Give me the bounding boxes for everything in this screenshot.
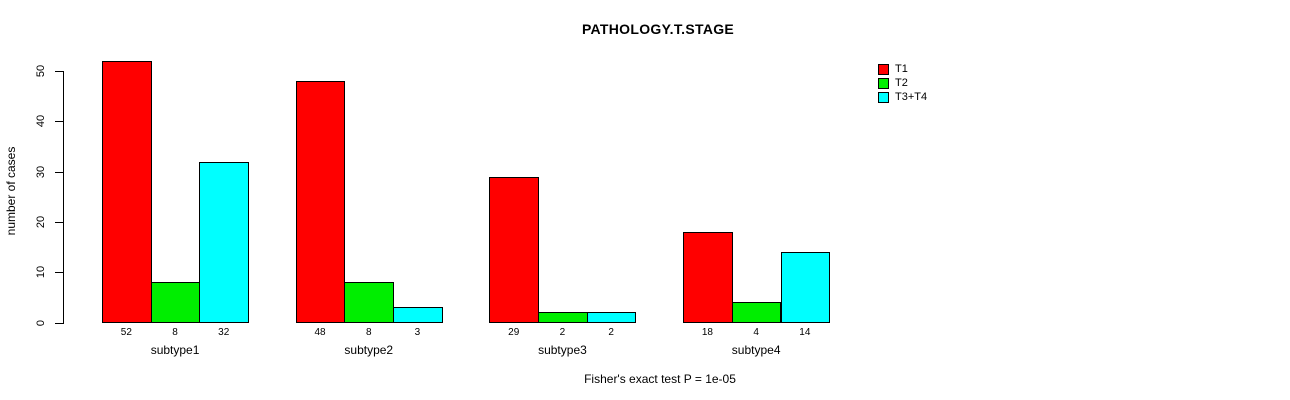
y-tick-mark bbox=[55, 121, 63, 123]
bar-t1-subtype3 bbox=[489, 176, 540, 324]
bar-t1-subtype4 bbox=[683, 231, 733, 324]
y-tick-label: 30 bbox=[35, 165, 47, 178]
y-tick-label: 0 bbox=[35, 319, 47, 326]
bar-t1-subtype2 bbox=[295, 81, 346, 324]
bar-t2-subtype4 bbox=[731, 302, 782, 324]
y-axis-label: number of cases bbox=[4, 146, 18, 236]
bar-value-label: 8 bbox=[365, 327, 372, 338]
bar-value-label: 29 bbox=[508, 327, 520, 338]
legend-row: T3+T4 bbox=[878, 90, 927, 104]
legend-swatch-icon bbox=[878, 91, 889, 103]
bar-t2-subtype2 bbox=[344, 282, 395, 324]
y-tick-label: 50 bbox=[35, 64, 47, 78]
chart-title: PATHOLOGY.T.STAGE bbox=[581, 21, 735, 37]
legend-row: T2 bbox=[878, 76, 927, 90]
bar-value-label: 52 bbox=[120, 327, 132, 338]
y-tick-label: 40 bbox=[35, 115, 47, 128]
bar-value-label: 48 bbox=[314, 327, 326, 338]
legend-swatch-icon bbox=[878, 77, 889, 89]
y-axis-line bbox=[63, 71, 64, 324]
bar-value-label: 14 bbox=[799, 327, 811, 338]
bar-value-label: 4 bbox=[753, 327, 759, 338]
legend-label: T1 bbox=[895, 63, 908, 75]
category-label-subtype1: subtype1 bbox=[150, 343, 200, 357]
y-tick-mark bbox=[55, 322, 63, 324]
bar-value-label: 18 bbox=[701, 327, 713, 338]
category-label-subtype3: subtype3 bbox=[538, 343, 587, 357]
y-tick-mark bbox=[55, 221, 63, 223]
y-tick-mark bbox=[55, 171, 63, 173]
bar-t2-subtype3 bbox=[538, 312, 588, 324]
bar-value-label: 2 bbox=[608, 327, 614, 338]
bar-value-label: 2 bbox=[559, 327, 566, 338]
bar-value-label: 3 bbox=[414, 327, 421, 338]
footer-stat-note: Fisher's exact test P = 1e-05 bbox=[584, 372, 736, 386]
bar-t3-t4-subtype4 bbox=[780, 252, 831, 324]
y-tick-label: 10 bbox=[35, 266, 47, 279]
y-tick-mark bbox=[55, 272, 63, 274]
bar-t1-subtype1 bbox=[102, 60, 152, 324]
y-tick-label: 20 bbox=[35, 215, 47, 229]
bar-t3-t4-subtype2 bbox=[393, 307, 443, 324]
bar-value-label: 32 bbox=[218, 327, 230, 338]
bar-t2-subtype1 bbox=[150, 282, 201, 324]
legend-label: T3+T4 bbox=[895, 91, 928, 103]
bar-value-label: 8 bbox=[172, 327, 178, 338]
legend-label: T2 bbox=[895, 77, 908, 89]
bar-t3-t4-subtype1 bbox=[199, 161, 250, 324]
y-tick-mark bbox=[55, 71, 63, 72]
category-label-subtype4: subtype4 bbox=[731, 343, 781, 357]
legend-row: T1 bbox=[878, 62, 927, 76]
bar-t3-t4-subtype3 bbox=[586, 312, 637, 324]
legend-swatch-icon bbox=[878, 63, 889, 75]
category-label-subtype2: subtype2 bbox=[344, 343, 394, 357]
legend: T1 T2 T3+T4 bbox=[878, 62, 927, 104]
